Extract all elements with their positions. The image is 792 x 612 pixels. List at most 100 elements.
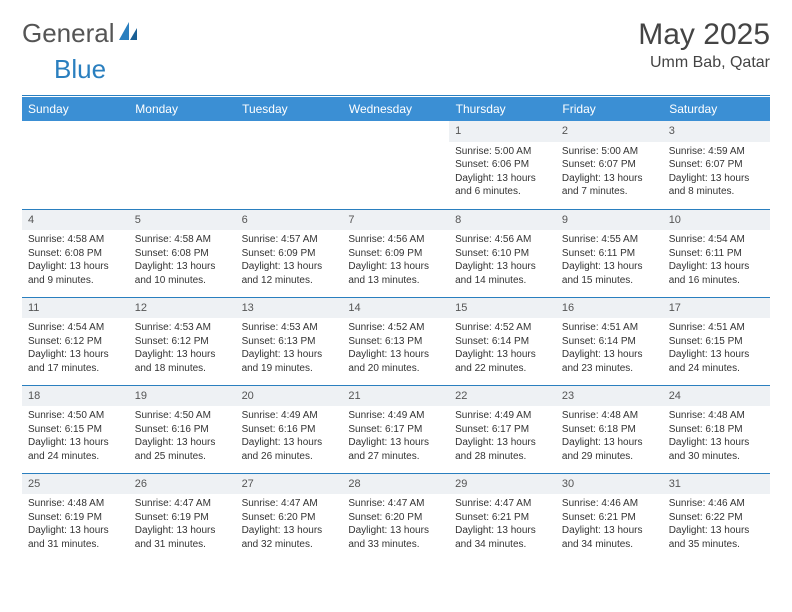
calendar-cell: [22, 121, 129, 209]
day-number: 26: [129, 474, 236, 495]
day-number: 20: [236, 386, 343, 407]
calendar-cell: 30Sunrise: 4:46 AMSunset: 6:21 PMDayligh…: [556, 473, 663, 561]
calendar-cell: 29Sunrise: 4:47 AMSunset: 6:21 PMDayligh…: [449, 473, 556, 561]
calendar-table: SundayMondayTuesdayWednesdayThursdayFrid…: [22, 97, 770, 561]
day-details: Sunrise: 4:51 AMSunset: 6:14 PMDaylight:…: [556, 318, 663, 381]
day-details: Sunrise: 4:58 AMSunset: 6:08 PMDaylight:…: [22, 230, 129, 293]
calendar-cell: [236, 121, 343, 209]
calendar-cell: [342, 121, 449, 209]
calendar-week: 1Sunrise: 5:00 AMSunset: 6:06 PMDaylight…: [22, 121, 770, 209]
day-details: Sunrise: 5:00 AMSunset: 6:06 PMDaylight:…: [449, 142, 556, 205]
calendar-cell: [129, 121, 236, 209]
calendar-cell: 2Sunrise: 5:00 AMSunset: 6:07 PMDaylight…: [556, 121, 663, 209]
day-details: Sunrise: 4:58 AMSunset: 6:08 PMDaylight:…: [129, 230, 236, 293]
weekday-header: Monday: [129, 97, 236, 121]
calendar-cell: 8Sunrise: 4:56 AMSunset: 6:10 PMDaylight…: [449, 209, 556, 297]
day-number: 18: [22, 386, 129, 407]
day-number: 6: [236, 210, 343, 231]
weekday-header: Friday: [556, 97, 663, 121]
weekday-header: Wednesday: [342, 97, 449, 121]
day-number: 19: [129, 386, 236, 407]
day-number: 2: [556, 121, 663, 142]
day-number: 31: [663, 474, 770, 495]
day-details: Sunrise: 4:56 AMSunset: 6:09 PMDaylight:…: [342, 230, 449, 293]
weekday-header: Saturday: [663, 97, 770, 121]
calendar-cell: 22Sunrise: 4:49 AMSunset: 6:17 PMDayligh…: [449, 385, 556, 473]
calendar-cell: 7Sunrise: 4:56 AMSunset: 6:09 PMDaylight…: [342, 209, 449, 297]
calendar-cell: 21Sunrise: 4:49 AMSunset: 6:17 PMDayligh…: [342, 385, 449, 473]
calendar-body: 1Sunrise: 5:00 AMSunset: 6:06 PMDaylight…: [22, 121, 770, 561]
weekday-header: Thursday: [449, 97, 556, 121]
day-number: 15: [449, 298, 556, 319]
day-details: Sunrise: 4:50 AMSunset: 6:15 PMDaylight:…: [22, 406, 129, 469]
weekday-header: Tuesday: [236, 97, 343, 121]
calendar-cell: 14Sunrise: 4:52 AMSunset: 6:13 PMDayligh…: [342, 297, 449, 385]
day-details: Sunrise: 4:49 AMSunset: 6:17 PMDaylight:…: [342, 406, 449, 469]
sail-icon: [117, 20, 139, 47]
calendar-cell: 15Sunrise: 4:52 AMSunset: 6:14 PMDayligh…: [449, 297, 556, 385]
calendar-cell: 31Sunrise: 4:46 AMSunset: 6:22 PMDayligh…: [663, 473, 770, 561]
day-number: 25: [22, 474, 129, 495]
day-details: Sunrise: 4:56 AMSunset: 6:10 PMDaylight:…: [449, 230, 556, 293]
day-number: 11: [22, 298, 129, 319]
day-number: 9: [556, 210, 663, 231]
day-number: 30: [556, 474, 663, 495]
calendar-cell: 26Sunrise: 4:47 AMSunset: 6:19 PMDayligh…: [129, 473, 236, 561]
weekday-header: Sunday: [22, 97, 129, 121]
day-number: 13: [236, 298, 343, 319]
day-number: 5: [129, 210, 236, 231]
calendar-head: SundayMondayTuesdayWednesdayThursdayFrid…: [22, 97, 770, 121]
title-block: May 2025 Umm Bab, Qatar: [638, 18, 770, 72]
day-details: Sunrise: 4:47 AMSunset: 6:20 PMDaylight:…: [236, 494, 343, 557]
day-number: 21: [342, 386, 449, 407]
day-details: Sunrise: 4:48 AMSunset: 6:18 PMDaylight:…: [556, 406, 663, 469]
logo-text-blue: Blue: [54, 54, 106, 84]
calendar-cell: 27Sunrise: 4:47 AMSunset: 6:20 PMDayligh…: [236, 473, 343, 561]
top-rule: [22, 95, 770, 96]
day-number: 29: [449, 474, 556, 495]
calendar-cell: 28Sunrise: 4:47 AMSunset: 6:20 PMDayligh…: [342, 473, 449, 561]
logo-text-general: General: [22, 18, 115, 49]
day-number: 8: [449, 210, 556, 231]
calendar-cell: 1Sunrise: 5:00 AMSunset: 6:06 PMDaylight…: [449, 121, 556, 209]
calendar-cell: 12Sunrise: 4:53 AMSunset: 6:12 PMDayligh…: [129, 297, 236, 385]
day-details: Sunrise: 4:53 AMSunset: 6:12 PMDaylight:…: [129, 318, 236, 381]
calendar-week: 11Sunrise: 4:54 AMSunset: 6:12 PMDayligh…: [22, 297, 770, 385]
calendar-cell: 9Sunrise: 4:55 AMSunset: 6:11 PMDaylight…: [556, 209, 663, 297]
calendar-cell: 17Sunrise: 4:51 AMSunset: 6:15 PMDayligh…: [663, 297, 770, 385]
day-details: Sunrise: 4:47 AMSunset: 6:19 PMDaylight:…: [129, 494, 236, 557]
calendar-week: 18Sunrise: 4:50 AMSunset: 6:15 PMDayligh…: [22, 385, 770, 473]
calendar-cell: 11Sunrise: 4:54 AMSunset: 6:12 PMDayligh…: [22, 297, 129, 385]
calendar-cell: 3Sunrise: 4:59 AMSunset: 6:07 PMDaylight…: [663, 121, 770, 209]
day-details: Sunrise: 4:51 AMSunset: 6:15 PMDaylight:…: [663, 318, 770, 381]
day-details: Sunrise: 4:57 AMSunset: 6:09 PMDaylight:…: [236, 230, 343, 293]
calendar-cell: 24Sunrise: 4:48 AMSunset: 6:18 PMDayligh…: [663, 385, 770, 473]
day-details: Sunrise: 4:46 AMSunset: 6:22 PMDaylight:…: [663, 494, 770, 557]
calendar-cell: 10Sunrise: 4:54 AMSunset: 6:11 PMDayligh…: [663, 209, 770, 297]
day-number: 23: [556, 386, 663, 407]
day-details: Sunrise: 4:52 AMSunset: 6:13 PMDaylight:…: [342, 318, 449, 381]
day-details: Sunrise: 4:50 AMSunset: 6:16 PMDaylight:…: [129, 406, 236, 469]
day-details: Sunrise: 4:52 AMSunset: 6:14 PMDaylight:…: [449, 318, 556, 381]
day-number: 16: [556, 298, 663, 319]
day-details: Sunrise: 4:55 AMSunset: 6:11 PMDaylight:…: [556, 230, 663, 293]
day-details: Sunrise: 5:00 AMSunset: 6:07 PMDaylight:…: [556, 142, 663, 205]
day-details: Sunrise: 4:46 AMSunset: 6:21 PMDaylight:…: [556, 494, 663, 557]
calendar-cell: 5Sunrise: 4:58 AMSunset: 6:08 PMDaylight…: [129, 209, 236, 297]
calendar-cell: 19Sunrise: 4:50 AMSunset: 6:16 PMDayligh…: [129, 385, 236, 473]
day-details: Sunrise: 4:59 AMSunset: 6:07 PMDaylight:…: [663, 142, 770, 205]
day-number: 27: [236, 474, 343, 495]
day-details: Sunrise: 4:47 AMSunset: 6:21 PMDaylight:…: [449, 494, 556, 557]
calendar-cell: 18Sunrise: 4:50 AMSunset: 6:15 PMDayligh…: [22, 385, 129, 473]
day-number: 3: [663, 121, 770, 142]
day-number: 4: [22, 210, 129, 231]
day-details: Sunrise: 4:49 AMSunset: 6:17 PMDaylight:…: [449, 406, 556, 469]
calendar-week: 25Sunrise: 4:48 AMSunset: 6:19 PMDayligh…: [22, 473, 770, 561]
calendar-cell: 23Sunrise: 4:48 AMSunset: 6:18 PMDayligh…: [556, 385, 663, 473]
calendar-cell: 20Sunrise: 4:49 AMSunset: 6:16 PMDayligh…: [236, 385, 343, 473]
day-number: 12: [129, 298, 236, 319]
day-number: 24: [663, 386, 770, 407]
day-details: Sunrise: 4:48 AMSunset: 6:19 PMDaylight:…: [22, 494, 129, 557]
day-details: Sunrise: 4:54 AMSunset: 6:12 PMDaylight:…: [22, 318, 129, 381]
calendar-cell: 4Sunrise: 4:58 AMSunset: 6:08 PMDaylight…: [22, 209, 129, 297]
